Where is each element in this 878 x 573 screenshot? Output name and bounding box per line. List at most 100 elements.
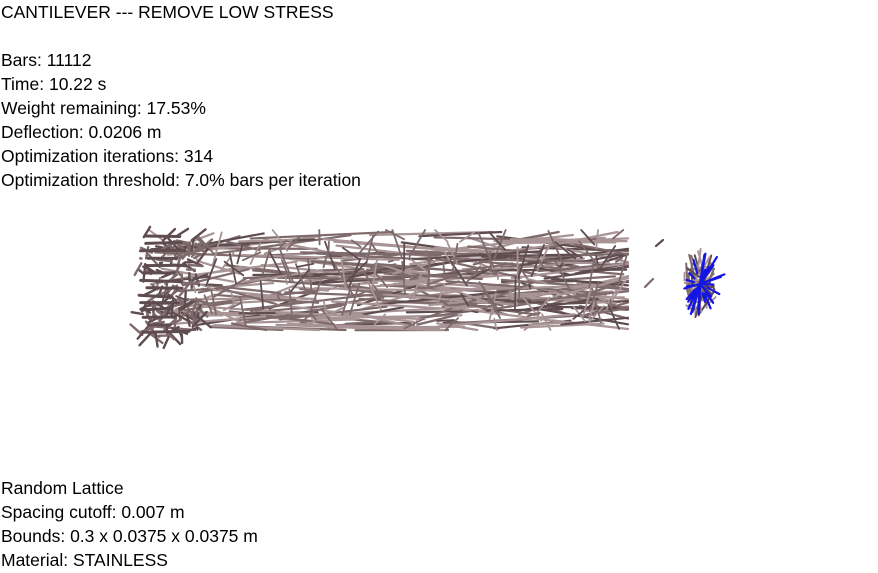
lattice-bar — [320, 308, 339, 331]
load-vector — [704, 290, 715, 304]
load-vector — [697, 287, 701, 311]
lattice-bar — [331, 260, 354, 296]
support-bar — [180, 299, 197, 311]
lattice-bar — [559, 263, 563, 268]
lattice-bar — [340, 259, 347, 289]
lattice-bar — [536, 238, 553, 271]
lattice-bar — [481, 291, 485, 301]
lattice-bar — [278, 247, 294, 283]
lattice-bar — [313, 287, 448, 292]
lattice-bar — [441, 274, 451, 279]
lattice-bar — [279, 239, 289, 252]
support-bar — [191, 300, 198, 314]
lattice-bar — [554, 241, 576, 260]
lattice-bar — [324, 240, 336, 271]
support-bar — [183, 290, 187, 306]
lattice-bar — [284, 277, 288, 285]
lattice-bar — [426, 298, 477, 319]
lattice-bar — [296, 262, 315, 268]
lattice-bar — [365, 234, 375, 265]
lattice-bar — [520, 293, 542, 322]
lattice-bar — [442, 261, 446, 274]
lattice-bar — [347, 261, 368, 281]
lattice-bar — [382, 273, 468, 278]
lattice-bar — [535, 266, 570, 276]
bounds: Bounds: 0.3 x 0.0375 x 0.0375 m — [1, 526, 258, 546]
lattice-bar — [616, 252, 629, 288]
spacing-cutoff: Spacing cutoff: 0.007 m — [1, 502, 185, 522]
lattice-bar — [597, 245, 617, 273]
optimization-iterations: Optimization iterations: 314 — [1, 146, 214, 166]
support-bar — [190, 241, 204, 258]
support-bar — [192, 243, 197, 247]
lattice-bar — [517, 244, 530, 279]
lattice-bar — [288, 288, 293, 315]
lattice-bar — [588, 299, 596, 321]
lattice-bar — [557, 252, 627, 268]
support-bar — [137, 293, 174, 299]
lattice-bar — [371, 258, 379, 290]
lattice-bar — [213, 277, 248, 298]
support-bar — [172, 311, 190, 322]
support-bar — [196, 247, 210, 263]
lattice-bar — [519, 322, 605, 329]
lattice-bar — [211, 231, 223, 266]
lattice-bar — [509, 238, 589, 242]
lattice-bar — [271, 229, 282, 241]
lattice-type: Random Lattice — [1, 478, 124, 498]
lattice-bar — [427, 251, 432, 289]
lattice-bar — [341, 246, 360, 260]
support-bar — [143, 288, 157, 297]
lattice-bar — [560, 316, 630, 326]
support-bar — [168, 318, 183, 326]
lattice-bar — [243, 291, 393, 311]
lattice-bar — [409, 258, 431, 275]
lattice-bar — [483, 289, 502, 319]
lattice-bar — [530, 244, 545, 278]
lattice-bar — [373, 256, 508, 271]
load-vector — [700, 268, 707, 281]
lattice-bar — [298, 288, 315, 292]
lattice-bar — [226, 282, 275, 288]
lattice-bar — [205, 258, 218, 287]
support-bar — [176, 297, 185, 305]
support-bar — [195, 299, 209, 304]
support-bar — [150, 303, 165, 318]
support-bar — [198, 308, 209, 318]
lattice-bar — [238, 238, 293, 243]
lattice-bar — [197, 260, 298, 276]
lattice-bar — [514, 275, 517, 310]
lattice-bar — [351, 284, 374, 290]
load-vector — [706, 286, 721, 296]
lattice-bar — [370, 243, 380, 256]
lattice-structure — [129, 225, 717, 350]
lattice-bar — [155, 276, 162, 289]
lattice-bar — [436, 322, 479, 332]
lattice-bar — [515, 297, 599, 312]
lattice-bar — [286, 235, 302, 250]
lattice-bar — [261, 249, 271, 275]
lattice-bar — [526, 311, 541, 318]
lattice-bar — [401, 260, 406, 294]
lattice-bar — [327, 240, 330, 258]
lattice-bar — [222, 303, 235, 312]
lattice-bar — [340, 305, 487, 315]
lattice-bar — [452, 242, 459, 271]
lattice-bar — [528, 283, 532, 290]
support-bar — [178, 280, 193, 298]
support-bar — [181, 309, 192, 317]
load-node-bar — [694, 248, 702, 286]
load-vector — [700, 284, 713, 298]
lattice-bar — [436, 313, 576, 328]
lattice-bar — [493, 317, 498, 331]
support-bar — [192, 273, 209, 282]
lattice-bar — [236, 244, 244, 265]
support-bar — [194, 236, 207, 247]
load-vector — [701, 292, 707, 303]
lattice-bar — [275, 303, 415, 323]
support-bar — [193, 253, 202, 260]
lattice-bar — [533, 296, 551, 317]
lattice-bar — [468, 268, 490, 281]
lattice-bar — [451, 304, 468, 309]
